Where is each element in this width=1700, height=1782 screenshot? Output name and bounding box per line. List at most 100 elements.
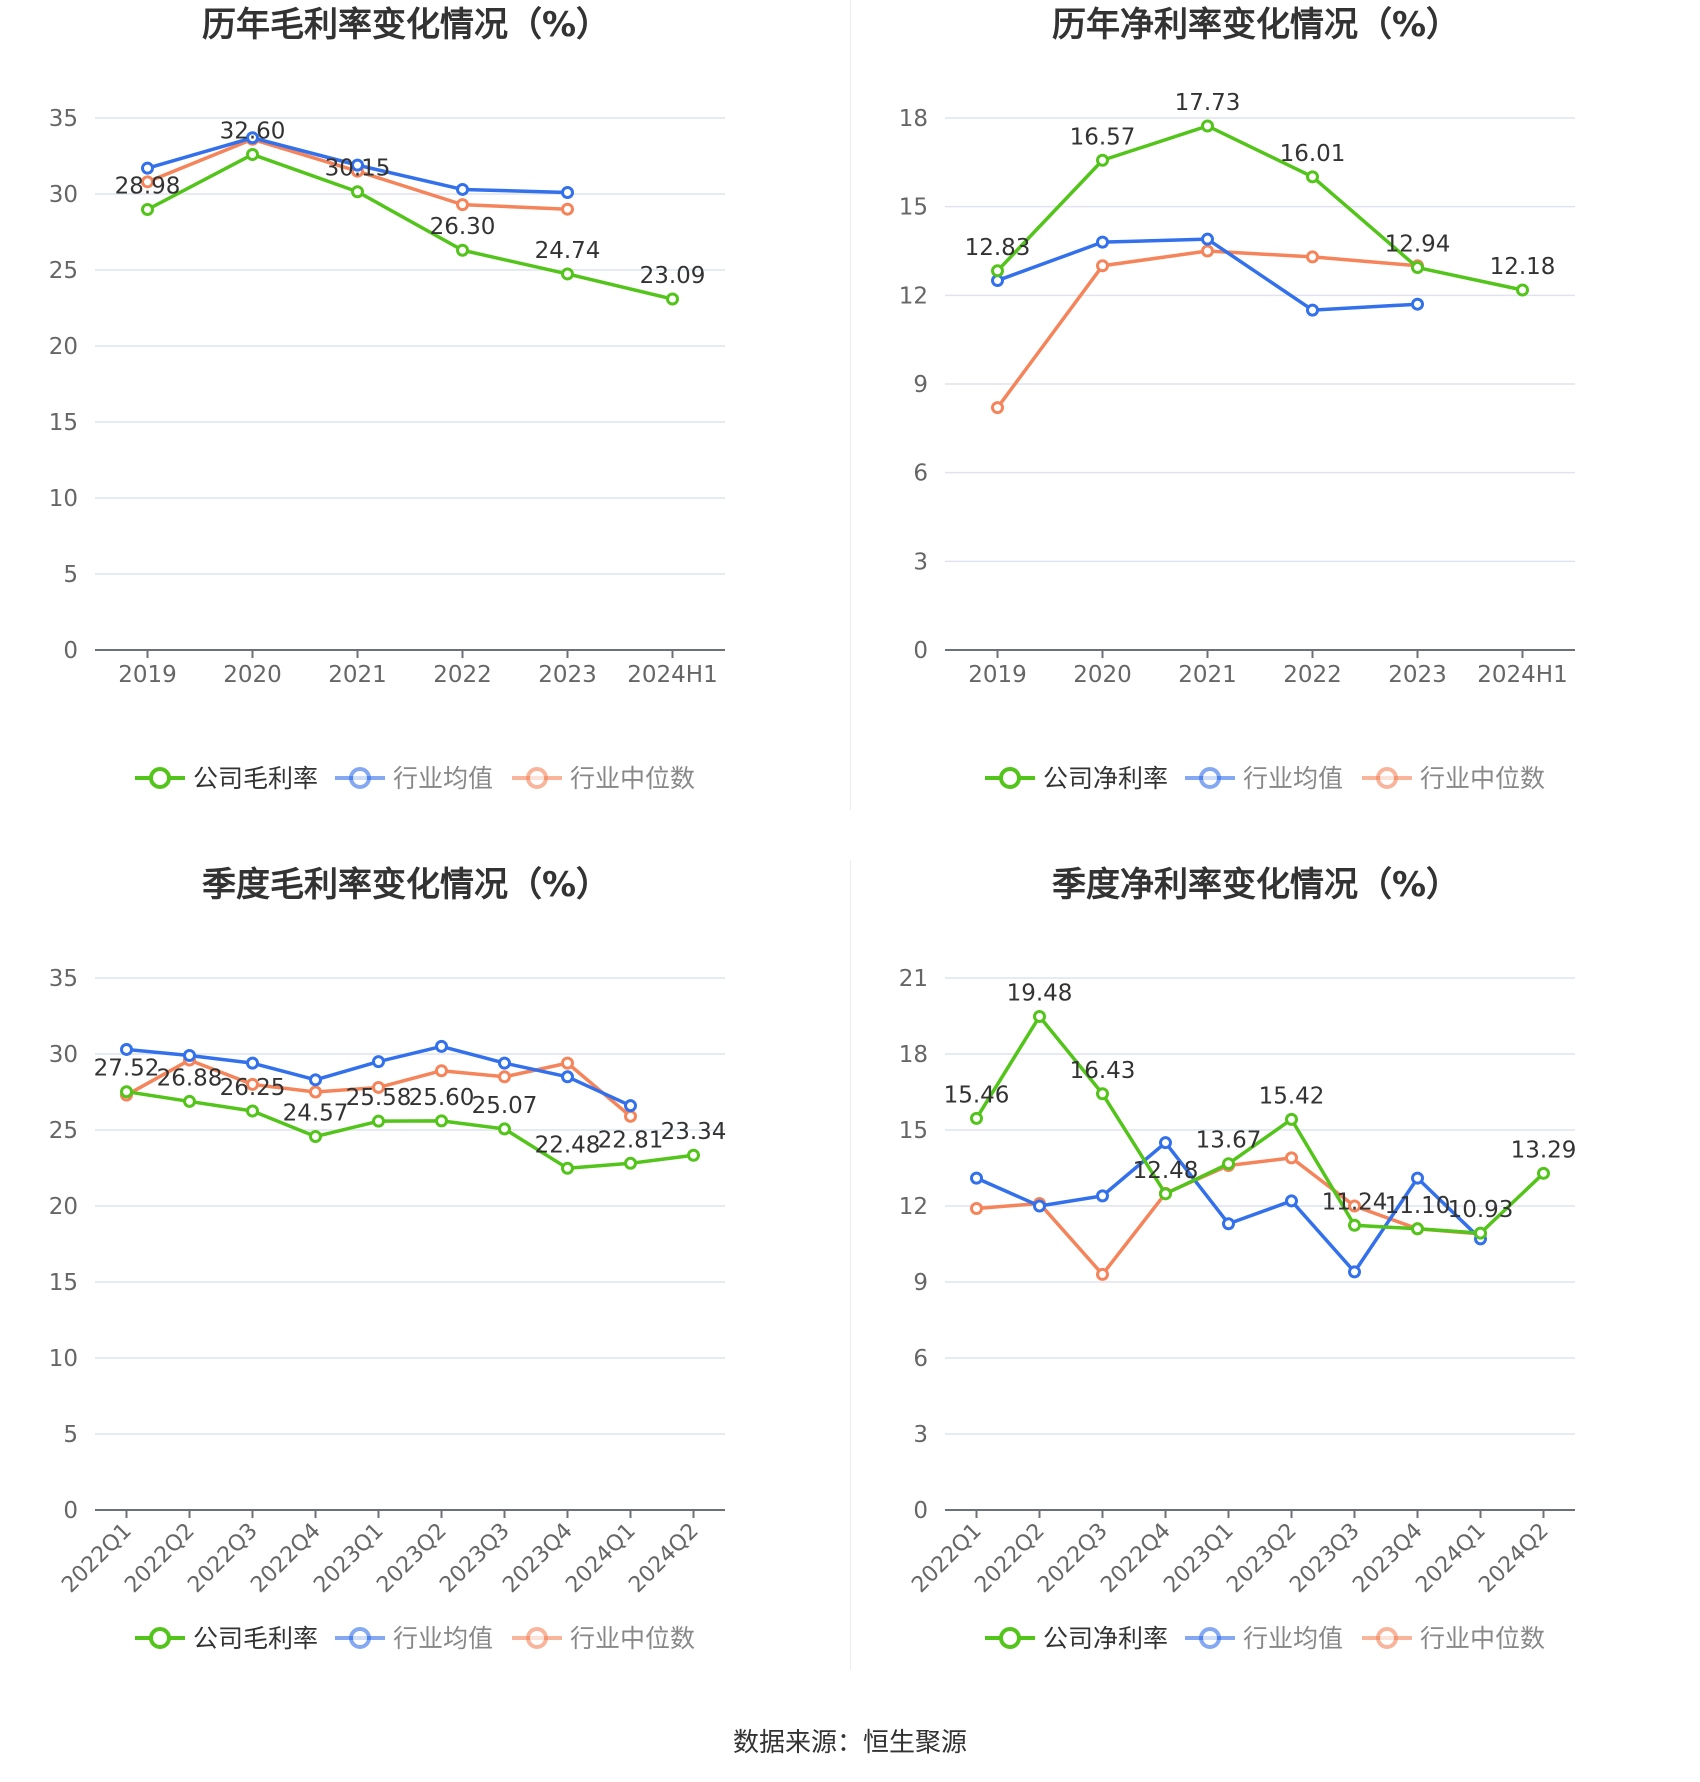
data-point[interactable]: [435, 1064, 448, 1078]
data-point[interactable]: [435, 1114, 448, 1128]
y-tick-label: 3: [913, 1422, 928, 1448]
data-point[interactable]: [456, 243, 469, 257]
legend-item[interactable]: 公司毛利率: [135, 1624, 318, 1653]
data-point[interactable]: [1285, 1151, 1298, 1165]
data-point[interactable]: [498, 1122, 511, 1136]
data-point[interactable]: [1033, 1010, 1046, 1024]
data-point[interactable]: [351, 158, 364, 172]
data-point[interactable]: [1096, 153, 1109, 167]
data-point[interactable]: [666, 292, 679, 306]
data-point[interactable]: [309, 1073, 322, 1087]
data-point[interactable]: [1201, 119, 1214, 133]
legend-item[interactable]: 行业均值: [1185, 764, 1343, 793]
data-point[interactable]: [183, 1049, 196, 1063]
legend-item[interactable]: 行业均值: [335, 1624, 493, 1653]
data-point[interactable]: [991, 401, 1004, 415]
data-point[interactable]: [687, 1148, 700, 1162]
data-point[interactable]: [1285, 1112, 1298, 1126]
data-point[interactable]: [435, 1039, 448, 1053]
data-point[interactable]: [624, 1099, 637, 1113]
y-tick-label: 0: [63, 1498, 78, 1524]
legend-item[interactable]: 行业中位数: [512, 764, 695, 793]
data-point[interactable]: [970, 1111, 983, 1125]
data-point[interactable]: [309, 1085, 322, 1099]
data-point[interactable]: [309, 1130, 322, 1144]
data-point[interactable]: [1411, 1171, 1424, 1185]
data-point[interactable]: [351, 185, 364, 199]
data-point[interactable]: [372, 1055, 385, 1069]
data-point[interactable]: [1474, 1226, 1487, 1240]
y-tick-label: 20: [49, 334, 78, 360]
legend-item[interactable]: 公司净利率: [985, 1624, 1168, 1653]
data-point[interactable]: [498, 1056, 511, 1070]
data-label: 19.48: [1007, 981, 1073, 1007]
data-point[interactable]: [1201, 244, 1214, 258]
data-point[interactable]: [970, 1171, 983, 1185]
data-point[interactable]: [456, 198, 469, 212]
y-tick-label: 0: [913, 1498, 928, 1524]
data-point[interactable]: [1411, 261, 1424, 275]
data-point[interactable]: [991, 264, 1004, 278]
data-point[interactable]: [120, 1042, 133, 1056]
data-point[interactable]: [183, 1094, 196, 1108]
data-point[interactable]: [1348, 1265, 1361, 1279]
x-tick-label: 2023: [1388, 662, 1447, 688]
data-point[interactable]: [141, 175, 154, 189]
data-point[interactable]: [561, 185, 574, 199]
legend-item[interactable]: 行业均值: [335, 764, 493, 793]
data-point[interactable]: [246, 131, 259, 145]
data-point[interactable]: [561, 1161, 574, 1175]
data-point[interactable]: [141, 161, 154, 175]
x-tick-label: 2019: [118, 662, 177, 688]
data-point[interactable]: [1201, 232, 1214, 246]
data-point[interactable]: [120, 1085, 133, 1099]
data-point[interactable]: [1222, 1217, 1235, 1231]
data-point[interactable]: [1159, 1187, 1172, 1201]
data-point[interactable]: [624, 1109, 637, 1123]
data-point[interactable]: [1096, 235, 1109, 249]
y-tick-label: 20: [49, 1194, 78, 1220]
data-point[interactable]: [456, 182, 469, 196]
data-point[interactable]: [1096, 1267, 1109, 1281]
data-point[interactable]: [624, 1156, 637, 1170]
data-point[interactable]: [1033, 1199, 1046, 1213]
data-point[interactable]: [970, 1202, 983, 1216]
data-point[interactable]: [1096, 1087, 1109, 1101]
data-point[interactable]: [246, 1104, 259, 1118]
data-point[interactable]: [246, 1077, 259, 1091]
series-line: [146, 152, 673, 301]
legend-item[interactable]: 行业中位数: [512, 1624, 695, 1653]
data-point[interactable]: [1348, 1218, 1361, 1232]
legend-label: 公司净利率: [1043, 764, 1168, 793]
data-point[interactable]: [1159, 1136, 1172, 1150]
data-point[interactable]: [1222, 1157, 1235, 1171]
data-point[interactable]: [1306, 250, 1319, 264]
data-point[interactable]: [1411, 1222, 1424, 1236]
data-point[interactable]: [372, 1114, 385, 1128]
data-point[interactable]: [1285, 1194, 1298, 1208]
data-point[interactable]: [372, 1080, 385, 1094]
data-point[interactable]: [1096, 1189, 1109, 1203]
data-point[interactable]: [1348, 1199, 1361, 1213]
legend-item[interactable]: 公司毛利率: [135, 764, 318, 793]
data-point[interactable]: [561, 1070, 574, 1084]
data-point[interactable]: [1306, 170, 1319, 184]
data-point[interactable]: [246, 147, 259, 161]
legend-item[interactable]: 行业中位数: [1362, 1624, 1545, 1653]
data-point[interactable]: [246, 1056, 259, 1070]
data-point[interactable]: [1306, 303, 1319, 317]
y-tick-label: 12: [899, 1194, 928, 1220]
data-point[interactable]: [561, 267, 574, 281]
legend-item[interactable]: 行业中位数: [1362, 764, 1545, 793]
data-point[interactable]: [1411, 297, 1424, 311]
legend-item[interactable]: 公司净利率: [985, 764, 1168, 793]
data-point[interactable]: [561, 1056, 574, 1070]
data-point[interactable]: [561, 202, 574, 216]
data-point[interactable]: [141, 203, 154, 217]
data-point[interactable]: [1516, 283, 1529, 297]
data-point[interactable]: [498, 1070, 511, 1084]
data-point[interactable]: [1096, 259, 1109, 273]
legend-item[interactable]: 行业均值: [1185, 1624, 1343, 1653]
data-point[interactable]: [1537, 1166, 1550, 1180]
data-label: 13.67: [1196, 1128, 1262, 1154]
